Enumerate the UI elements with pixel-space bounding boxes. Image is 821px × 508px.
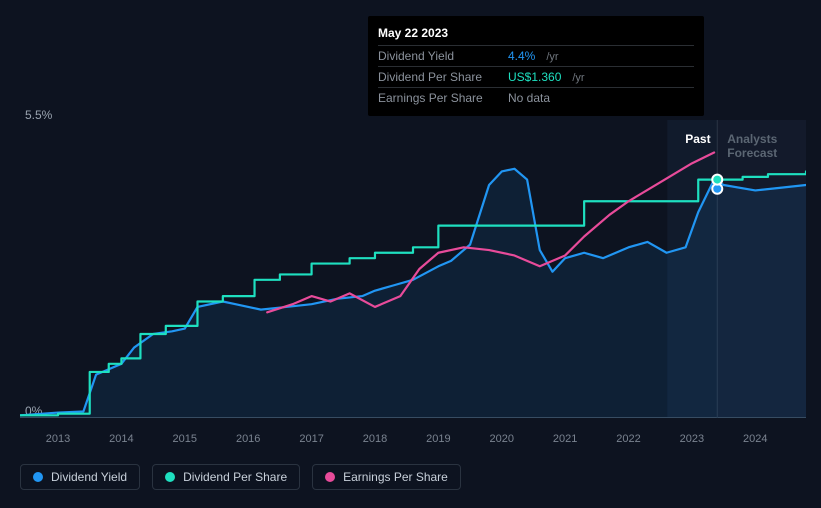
x-tick-label: 2024: [743, 433, 767, 445]
legend-item-dividend-per-share[interactable]: Dividend Per Share: [152, 464, 300, 490]
chart-legend: Dividend Yield Dividend Per Share Earnin…: [20, 464, 461, 490]
chart-plot-area[interactable]: [20, 120, 806, 418]
tooltip-label: Earnings Per Share: [378, 91, 500, 105]
tooltip-unit: /yr: [546, 51, 558, 63]
tooltip-date: May 22 2023: [378, 22, 694, 45]
legend-item-dividend-yield[interactable]: Dividend Yield: [20, 464, 140, 490]
legend-label: Dividend Yield: [51, 470, 127, 484]
x-axis-ticks: 2013 2014 2015 2016 2017 2018 2019 2020 2021 2022…: [20, 433, 806, 449]
forecast-region-label: Analysts Forecast: [727, 132, 821, 160]
legend-swatch: [325, 472, 335, 482]
legend-swatch: [165, 472, 175, 482]
x-tick-label: 2019: [426, 433, 450, 445]
tooltip-unit: /yr: [572, 72, 584, 84]
x-tick-label: 2014: [109, 433, 133, 445]
tooltip-value: 4.4%: [508, 49, 535, 63]
past-region-label: Past: [685, 132, 710, 146]
x-tick-label: 2013: [46, 433, 70, 445]
chart-tooltip: May 22 2023 Dividend Yield 4.4% /yr Divi…: [368, 16, 704, 116]
tooltip-label: Dividend Yield: [378, 49, 500, 63]
legend-label: Earnings Per Share: [343, 470, 448, 484]
x-tick-label: 2023: [680, 433, 704, 445]
tooltip-row: Dividend Per Share US$1.360 /yr: [378, 66, 694, 87]
dividend-chart: May 22 2023 Dividend Yield 4.4% /yr Divi…: [0, 0, 821, 508]
tooltip-value: US$1.360: [508, 70, 561, 84]
tooltip-row: Earnings Per Share No data: [378, 87, 694, 108]
tooltip-label: Dividend Per Share: [378, 70, 500, 84]
tooltip-row: Dividend Yield 4.4% /yr: [378, 45, 694, 66]
tooltip-value: No data: [508, 91, 550, 105]
x-tick-label: 2016: [236, 433, 260, 445]
legend-label: Dividend Per Share: [183, 470, 287, 484]
legend-swatch: [33, 472, 43, 482]
x-tick-label: 2015: [173, 433, 197, 445]
x-tick-label: 2020: [489, 433, 513, 445]
x-tick-label: 2018: [363, 433, 387, 445]
x-tick-label: 2017: [299, 433, 323, 445]
x-tick-label: 2022: [616, 433, 640, 445]
x-tick-label: 2021: [553, 433, 577, 445]
legend-item-earnings-per-share[interactable]: Earnings Per Share: [312, 464, 461, 490]
